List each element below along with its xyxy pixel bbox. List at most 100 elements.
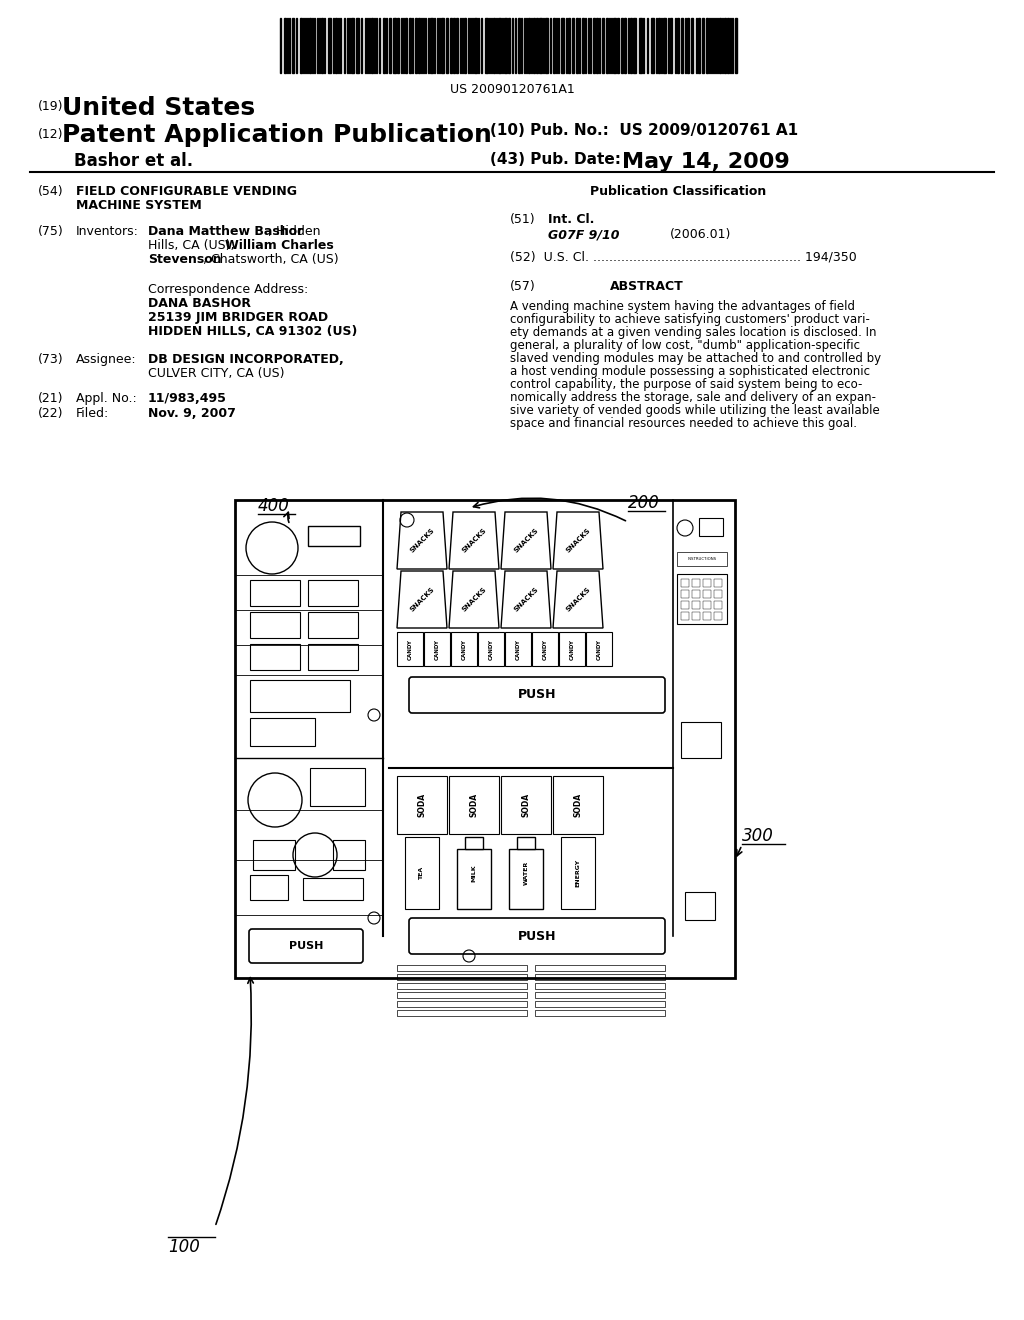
Text: (75): (75): [38, 224, 63, 238]
Polygon shape: [449, 572, 499, 628]
Text: 400: 400: [258, 498, 290, 515]
Bar: [702, 18, 705, 73]
Text: , Chatsworth, CA (US): , Chatsworth, CA (US): [203, 253, 339, 267]
Bar: [703, 612, 711, 620]
Bar: [397, 993, 527, 998]
Bar: [681, 590, 689, 598]
Bar: [446, 18, 449, 73]
Bar: [664, 18, 667, 73]
Bar: [528, 18, 529, 73]
Text: SNACKS: SNACKS: [513, 527, 540, 554]
Text: CANDY: CANDY: [515, 639, 520, 660]
Polygon shape: [457, 849, 490, 909]
Bar: [371, 18, 373, 73]
Bar: [328, 18, 331, 73]
Text: 25139 JIM BRIDGER ROAD: 25139 JIM BRIDGER ROAD: [148, 312, 328, 323]
Text: Patent Application Publication: Patent Application Publication: [62, 123, 492, 147]
Bar: [559, 632, 585, 667]
Text: Inventors:: Inventors:: [76, 224, 139, 238]
Bar: [639, 18, 642, 73]
Bar: [494, 18, 495, 73]
Text: Nov. 9, 2007: Nov. 9, 2007: [148, 407, 236, 420]
Text: SODA: SODA: [469, 793, 478, 817]
Text: CANDY: CANDY: [543, 639, 548, 660]
Bar: [671, 18, 673, 73]
Text: 200: 200: [628, 494, 659, 512]
Bar: [596, 18, 598, 73]
Text: CANDY: CANDY: [434, 639, 439, 660]
Bar: [474, 18, 477, 73]
Bar: [397, 974, 527, 979]
Bar: [441, 18, 444, 73]
Bar: [535, 974, 665, 979]
Bar: [571, 18, 573, 73]
Bar: [419, 18, 421, 73]
Polygon shape: [397, 572, 447, 628]
Bar: [308, 612, 358, 638]
Text: SODA: SODA: [521, 793, 530, 817]
Text: CULVER CITY, CA (US): CULVER CITY, CA (US): [148, 367, 285, 380]
Bar: [508, 18, 510, 73]
Bar: [397, 965, 527, 972]
Text: (73): (73): [38, 352, 63, 366]
Text: HIDDEN HILLS, CA 91302 (US): HIDDEN HILLS, CA 91302 (US): [148, 325, 357, 338]
Text: 11/983,495: 11/983,495: [148, 392, 227, 405]
Bar: [535, 983, 665, 989]
Bar: [397, 1010, 527, 1016]
Bar: [300, 18, 302, 73]
Text: (21): (21): [38, 392, 63, 405]
Bar: [681, 579, 689, 587]
Text: PUSH: PUSH: [518, 929, 556, 942]
Text: (51): (51): [510, 213, 536, 226]
Text: MACHINE SYSTEM: MACHINE SYSTEM: [76, 199, 202, 213]
Bar: [410, 18, 412, 73]
Bar: [535, 1010, 665, 1016]
Text: SODA: SODA: [418, 793, 427, 817]
Text: Appl. No.:: Appl. No.:: [76, 392, 137, 405]
Bar: [714, 590, 722, 598]
Bar: [714, 579, 722, 587]
Bar: [485, 18, 488, 73]
Bar: [397, 632, 423, 667]
FancyBboxPatch shape: [249, 929, 362, 964]
Bar: [321, 18, 323, 73]
Text: (19): (19): [38, 100, 63, 114]
Bar: [631, 18, 633, 73]
Text: SODA: SODA: [573, 793, 583, 817]
Bar: [303, 878, 362, 900]
Bar: [698, 18, 700, 73]
Bar: [250, 875, 288, 900]
Bar: [350, 18, 353, 73]
Bar: [504, 18, 507, 73]
Text: 100: 100: [168, 1238, 200, 1257]
Bar: [309, 18, 311, 73]
Text: a host vending module possessing a sophisticated electronic: a host vending module possessing a sophi…: [510, 366, 870, 378]
Bar: [605, 18, 607, 73]
Bar: [691, 18, 693, 73]
Bar: [355, 18, 358, 73]
Text: SNACKS: SNACKS: [564, 527, 591, 554]
Bar: [454, 18, 456, 73]
Text: CANDY: CANDY: [408, 639, 413, 660]
Bar: [582, 18, 584, 73]
Text: CANDY: CANDY: [488, 639, 494, 660]
Bar: [498, 18, 501, 73]
Bar: [308, 579, 358, 606]
Bar: [724, 18, 726, 73]
Text: nomically address the storage, sale and delivery of an expan-: nomically address the storage, sale and …: [510, 391, 876, 404]
Bar: [451, 18, 453, 73]
Polygon shape: [553, 572, 603, 628]
Text: WATER: WATER: [523, 861, 528, 886]
Text: United States: United States: [62, 96, 255, 120]
Bar: [658, 18, 660, 73]
Text: space and financial resources needed to achieve this goal.: space and financial resources needed to …: [510, 417, 857, 430]
Bar: [703, 601, 711, 609]
Polygon shape: [501, 512, 551, 569]
Bar: [535, 1001, 665, 1007]
Bar: [553, 776, 603, 834]
Text: William Charles: William Charles: [225, 239, 334, 252]
Bar: [677, 574, 727, 624]
Polygon shape: [449, 512, 499, 569]
Bar: [575, 18, 578, 73]
Bar: [681, 18, 683, 73]
